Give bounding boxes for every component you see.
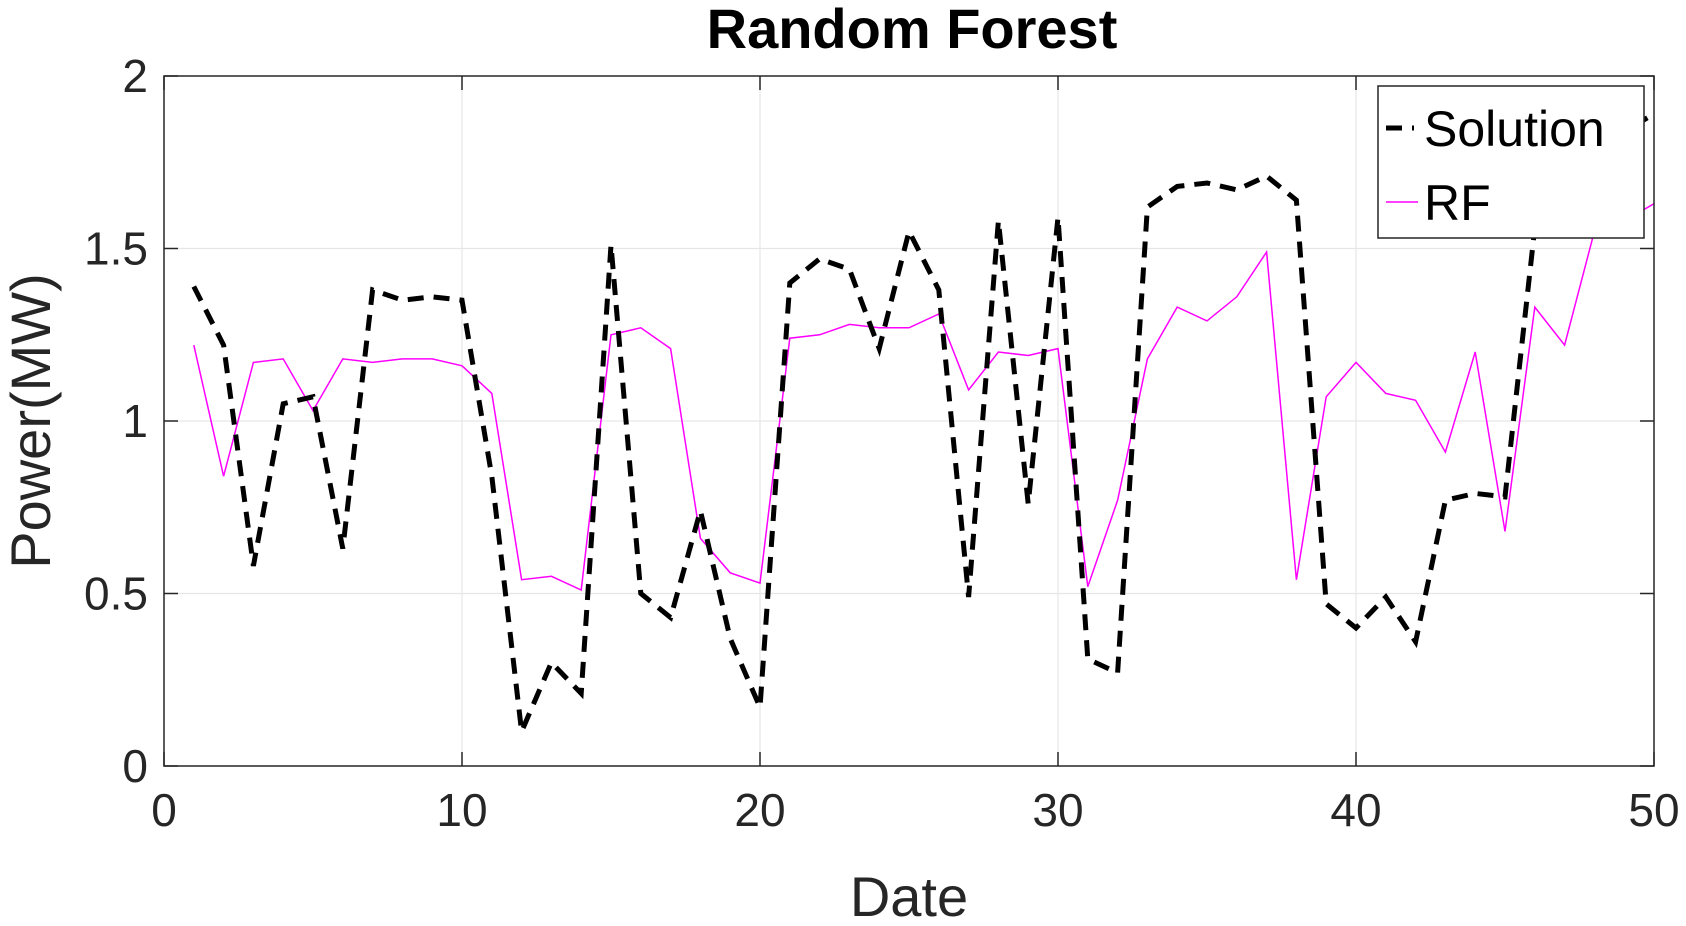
x-tick-label: 40 [1330, 784, 1381, 836]
y-tick-labels: 0 0.5 1 1.5 2 [84, 50, 148, 792]
x-tick-label: 50 [1628, 784, 1679, 836]
series-line-rf [193, 203, 1655, 592]
x-tick-label: 30 [1032, 784, 1083, 836]
y-tick-label: 2 [122, 50, 148, 102]
y-axis-label: Power(MW) [0, 273, 62, 569]
grid-lines [164, 76, 1654, 766]
legend-label-rf: RF [1424, 175, 1491, 231]
x-tick-label: 10 [436, 784, 487, 836]
y-tick-label: 1.5 [84, 223, 148, 275]
y-tick-label: 0 [122, 740, 148, 792]
y-tick-label: 0.5 [84, 568, 148, 620]
legend-box [1377, 85, 1645, 239]
series-layer [191, 111, 1656, 742]
series-line-solution [191, 111, 1656, 742]
legend-label-solution: Solution [1424, 101, 1605, 157]
x-tick-labels: 0 10 20 30 40 50 [151, 784, 1679, 836]
x-tick-label: 0 [151, 784, 177, 836]
x-axis-label: Date [850, 865, 968, 926]
chart-title: Random Forest [707, 0, 1118, 60]
x-tick-label: 20 [734, 784, 785, 836]
legend: Solution RF [1377, 85, 1645, 239]
y-tick-label: 1 [122, 395, 148, 447]
plot-frame [163, 75, 1655, 767]
